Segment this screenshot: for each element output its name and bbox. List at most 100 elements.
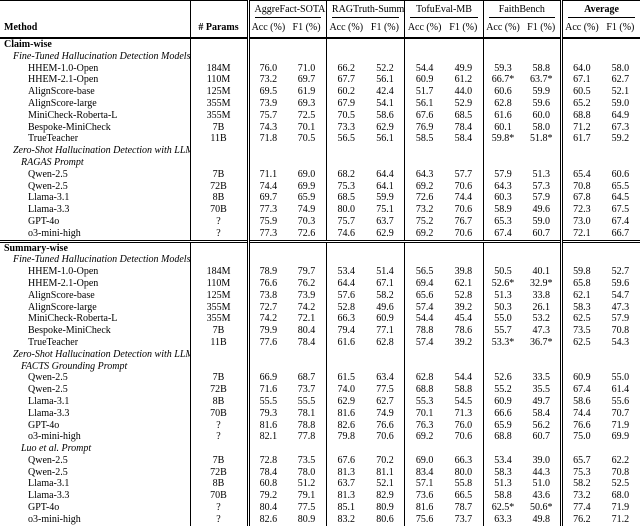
value-cell: 78.4 — [246, 466, 288, 479]
table-row: Qwen-2.5 72B 71.6 73.7 74.0 77.5 68.8 58.8 55.2 3… — [0, 384, 640, 396]
value-cell: 73.7 — [297, 384, 316, 396]
value-cell: 67.5 — [611, 204, 630, 216]
col-group-label: RAGTruth-Summ — [331, 4, 404, 18]
value-cell: 77.1 — [376, 325, 394, 337]
section-label: Fine-Tuned Hallucination Detection Model… — [13, 254, 191, 266]
value-cell — [404, 38, 444, 51]
value-cell: 74.6 — [325, 227, 366, 242]
value-cell — [560, 145, 601, 157]
value-cell: 64.5 — [611, 192, 630, 204]
value-cell — [482, 239, 523, 255]
params-cell: ? — [189, 227, 249, 242]
value-cell: 54.4 — [454, 372, 473, 384]
value-cell: 80.6 — [376, 513, 394, 525]
value-cell: 52.6* — [482, 277, 523, 290]
value-cell: 59.6 — [532, 97, 550, 109]
method-header-spacer — [0, 1, 190, 19]
value-cell — [482, 360, 523, 373]
params-cell: 11B — [189, 133, 249, 146]
value-cell: 49.6 — [532, 204, 550, 216]
params-cell: 70B — [189, 490, 249, 503]
value-cell — [366, 38, 405, 51]
params-cell: 110M — [189, 277, 249, 290]
value-cell: 75.7 — [246, 109, 288, 122]
value-cell: 78.0 — [297, 466, 316, 478]
value-cell — [246, 348, 288, 361]
section-label: FACTS Grounding Prompt — [21, 360, 128, 372]
value-cell: 80.4 — [297, 325, 316, 337]
value-cell: 26.1 — [532, 301, 550, 313]
value-cell: 66.5 — [454, 490, 473, 502]
value-cell: 68.8 — [482, 431, 523, 444]
value-cell: 68.5 — [454, 109, 473, 121]
value-cell: 67.9 — [325, 97, 366, 110]
table-body: Claim-wise Fine-Tuned Hallucination Detec… — [0, 38, 640, 526]
value-cell: 60.1 — [482, 121, 523, 134]
value-cell — [444, 349, 483, 361]
value-cell: 50.5 — [482, 266, 523, 278]
value-cell: 70.1 — [297, 121, 316, 133]
value-cell — [560, 50, 601, 63]
value-cell: 63.7 — [376, 215, 394, 227]
section-row: Summary-wise — [0, 239, 640, 255]
table-row: o3-mini-high? 77.3 72.6 74.6 62.9 69.2 70.6 67.… — [0, 227, 640, 242]
value-cell: 62.2 — [611, 454, 630, 466]
prompt-row: FACTS Grounding Prompt — [0, 360, 640, 373]
value-cell: 74.2 — [297, 301, 316, 313]
method-cell: HHEM-1.0-Open — [28, 266, 99, 278]
value-cell — [404, 254, 444, 267]
value-cell: 65.9 — [297, 192, 316, 204]
method-cell: o3-mini-high — [28, 431, 81, 443]
value-cell: 73.6 — [404, 490, 444, 503]
sub-row: Zero-Shot Hallucination Detection with L… — [0, 348, 640, 361]
method-cell: MiniCheck-Roberta-L — [28, 109, 118, 121]
value-cell: 51.0 — [532, 478, 550, 490]
value-cell: 79.2 — [246, 490, 288, 503]
section-label: Zero-Shot Hallucination Detection with L… — [13, 145, 191, 157]
value-cell: 71.2 — [611, 513, 630, 525]
value-cell — [444, 443, 483, 455]
value-cell: 73.2 — [560, 490, 601, 503]
value-cell: 52.8 — [454, 289, 473, 301]
value-cell — [287, 51, 326, 63]
value-cell — [482, 145, 523, 157]
value-cell: 53.2 — [532, 313, 550, 325]
value-cell: 70.3 — [297, 215, 316, 227]
params-cell: 184M — [189, 266, 249, 278]
value-cell: 78.8 — [297, 419, 316, 431]
table-row: MiniCheck-Roberta-L 355M 75.7 72.5 70.5 58.6 6… — [0, 109, 640, 122]
value-cell: 70.8 — [560, 180, 601, 193]
value-cell: 60.9 — [482, 395, 523, 408]
value-cell: 76.6 — [246, 277, 288, 290]
value-cell: 75.9 — [246, 215, 288, 228]
value-cell: 83.2 — [325, 513, 366, 526]
method-cell: Bespoke-MiniCheck — [28, 121, 111, 133]
method-cell: GPT-4o — [28, 502, 60, 514]
params-cell — [189, 156, 249, 169]
value-cell: 43.6 — [532, 490, 550, 502]
value-cell: 69.2 — [404, 227, 444, 242]
value-cell: 71.1 — [246, 168, 288, 181]
value-cell: 69.7 — [246, 192, 288, 205]
params-cell — [189, 50, 249, 63]
value-cell: 59.8* — [482, 133, 523, 146]
value-cell: 54.3 — [611, 336, 630, 348]
table-row: Qwen-2.5 72B 74.4 69.9 75.3 64.1 69.2 70.6 64.3 5… — [0, 180, 640, 193]
method-cell: Bespoke-MiniCheck — [28, 325, 111, 337]
value-cell — [560, 360, 601, 373]
params-cell: 125M — [189, 86, 249, 98]
value-cell: 51.2 — [297, 478, 316, 490]
value-cell: 59.0 — [611, 97, 630, 109]
value-cell: 52.8 — [325, 301, 366, 314]
table-row: Bespoke-MiniCheck 7B 74.3 70.1 73.3 62.9 76.9 7… — [0, 121, 640, 134]
col-group-label: AggreFact-SOTA — [254, 4, 325, 18]
value-cell: 66.6 — [482, 407, 523, 420]
value-cell: 77.3 — [246, 227, 288, 242]
value-cell: 79.7 — [297, 266, 316, 278]
value-cell — [482, 443, 523, 455]
value-cell — [601, 443, 640, 455]
value-cell: 52.1 — [376, 478, 394, 490]
value-cell — [482, 50, 523, 63]
value-cell — [246, 50, 288, 63]
value-cell: 78.6 — [454, 325, 473, 337]
